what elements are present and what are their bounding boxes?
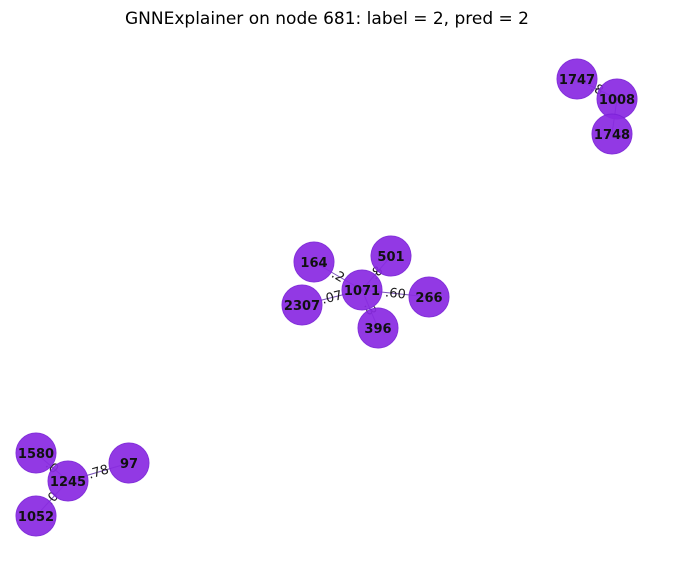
node-label-1748: 1748 bbox=[594, 128, 630, 143]
node-1748: 1748 bbox=[591, 113, 633, 155]
node-circle-1748 bbox=[591, 113, 633, 155]
node-label-1747: 1747 bbox=[559, 73, 595, 88]
node-label-1580: 1580 bbox=[18, 447, 54, 462]
node-164: 164 bbox=[293, 241, 335, 283]
node-97: 97 bbox=[108, 442, 150, 484]
node-266: 266 bbox=[408, 276, 450, 318]
node-circle-396 bbox=[357, 307, 399, 349]
node-1245: 1245 bbox=[47, 460, 89, 502]
node-circle-97 bbox=[108, 442, 150, 484]
edge-label-97-1245: .78 bbox=[87, 462, 111, 482]
node-circle-1071 bbox=[341, 269, 383, 311]
node-1580: 1580 bbox=[15, 432, 57, 474]
node-label-97: 97 bbox=[120, 457, 138, 472]
node-circle-1052 bbox=[15, 495, 57, 537]
node-circle-266 bbox=[408, 276, 450, 318]
node-396: 396 bbox=[357, 307, 399, 349]
node-label-164: 164 bbox=[300, 256, 327, 271]
node-circle-164 bbox=[293, 241, 335, 283]
edge-label-2307-1071: .07 bbox=[320, 288, 344, 308]
node-1747: 1747 bbox=[556, 58, 598, 100]
figure-title: GNNExplainer on node 681: label = 2, pre… bbox=[125, 9, 529, 29]
node-circle-1747 bbox=[556, 58, 598, 100]
node-2307: 2307 bbox=[281, 284, 323, 326]
node-label-1008: 1008 bbox=[599, 93, 635, 108]
node-1071: 1071 bbox=[341, 269, 383, 311]
node-label-1245: 1245 bbox=[50, 475, 86, 490]
node-label-266: 266 bbox=[415, 291, 442, 306]
node-circle-1245 bbox=[47, 460, 89, 502]
node-label-1071: 1071 bbox=[344, 284, 380, 299]
node-circle-2307 bbox=[281, 284, 323, 326]
node-1052: 1052 bbox=[15, 495, 57, 537]
node-circle-1580 bbox=[15, 432, 57, 474]
node-501: 501 bbox=[370, 235, 412, 277]
node-label-396: 396 bbox=[364, 322, 391, 337]
edge-label-266-1071: .60 bbox=[384, 285, 406, 302]
node-label-1052: 1052 bbox=[18, 510, 54, 525]
node-circle-501 bbox=[370, 235, 412, 277]
nodes-layer: 1747 1008 1748 164 501 1071 266 2307 396 1580 97 12… bbox=[15, 58, 638, 537]
node-label-2307: 2307 bbox=[284, 299, 320, 314]
node-label-501: 501 bbox=[377, 250, 404, 265]
node-1008: 1008 bbox=[596, 78, 638, 120]
